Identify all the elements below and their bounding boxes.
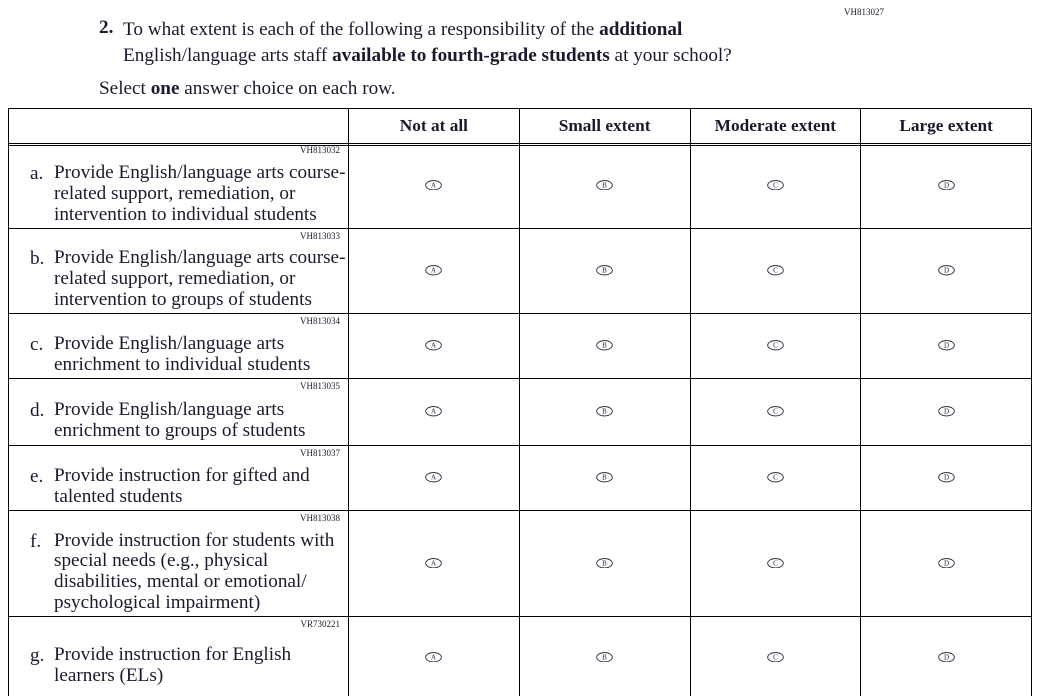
svg-text:C: C <box>773 267 778 275</box>
svg-text:D: D <box>944 408 949 416</box>
svg-text:B: B <box>602 408 607 416</box>
svg-text:D: D <box>944 342 949 350</box>
svg-text:C: C <box>773 474 778 482</box>
svg-text:A: A <box>431 342 436 350</box>
svg-text:D: D <box>944 181 949 189</box>
svg-text:C: C <box>773 181 778 189</box>
svg-text:C: C <box>773 408 778 416</box>
svg-text:A: A <box>431 474 436 482</box>
svg-text:D: D <box>944 559 949 567</box>
svg-text:A: A <box>431 181 436 189</box>
svg-text:B: B <box>602 267 607 275</box>
svg-text:D: D <box>944 267 949 275</box>
svg-text:C: C <box>773 559 778 567</box>
svg-text:A: A <box>431 267 436 275</box>
svg-text:D: D <box>944 474 949 482</box>
svg-text:C: C <box>773 653 778 661</box>
svg-text:B: B <box>602 559 607 567</box>
svg-text:A: A <box>431 559 436 567</box>
svg-text:D: D <box>944 653 949 661</box>
svg-text:B: B <box>602 653 607 661</box>
svg-text:B: B <box>602 474 607 482</box>
svg-text:A: A <box>431 408 436 416</box>
svg-text:A: A <box>431 653 436 661</box>
svg-text:B: B <box>602 181 607 189</box>
svg-text:C: C <box>773 342 778 350</box>
svg-text:B: B <box>602 342 607 350</box>
